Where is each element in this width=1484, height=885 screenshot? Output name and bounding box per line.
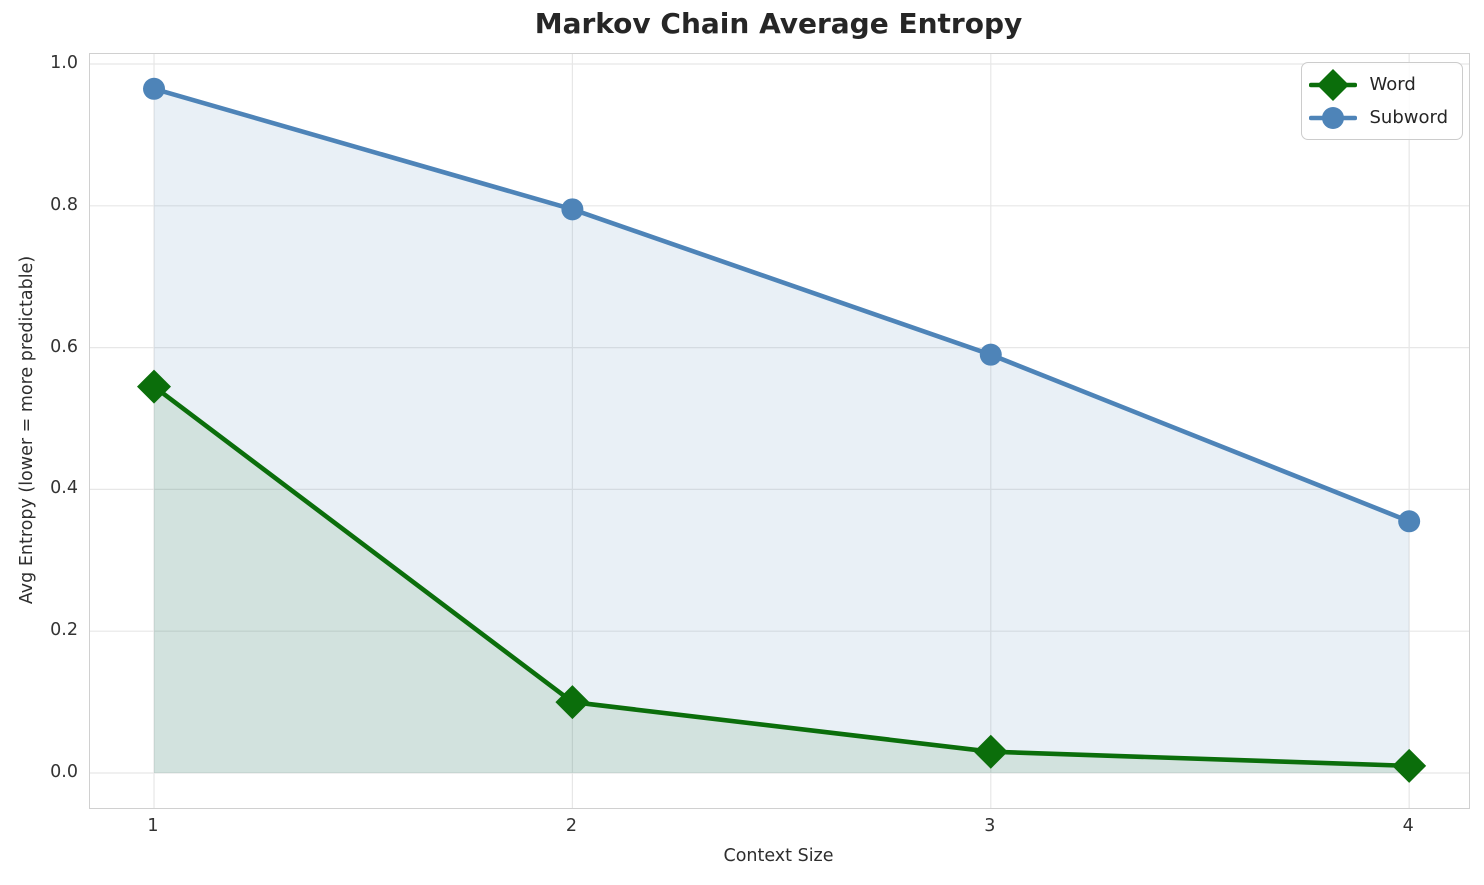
x-tick-label: 1 [147, 816, 159, 836]
legend-item-word: Word [1309, 68, 1448, 101]
plot-area: Word Subword [89, 53, 1470, 809]
y-tick-label: 0.0 [50, 761, 78, 782]
y-tick-label: 0.6 [50, 336, 78, 357]
subword-circle-marker-icon [1309, 106, 1358, 129]
y-tick-label: 1.0 [50, 52, 78, 73]
plot-canvas [90, 54, 1469, 808]
word-diamond-marker-icon [1309, 68, 1358, 101]
legend: Word Subword [1301, 62, 1463, 140]
y-axis-label: Avg Entropy (lower = more predictable) [17, 255, 37, 605]
chart-title: Markov Chain Average Entropy [534, 7, 1023, 40]
x-tick-label: 2 [565, 816, 577, 836]
legend-label-subword: Subword [1369, 107, 1448, 128]
x-axis-label: Context Size [723, 846, 834, 866]
y-tick-label: 0.2 [50, 620, 78, 641]
x-tick-label: 4 [1402, 816, 1414, 836]
y-tick-label: 0.4 [50, 478, 78, 499]
y-tick-label: 0.8 [50, 194, 78, 215]
x-tick-label: 3 [984, 816, 996, 836]
legend-item-subword: Subword [1309, 101, 1448, 134]
legend-label-word: Word [1369, 74, 1416, 95]
